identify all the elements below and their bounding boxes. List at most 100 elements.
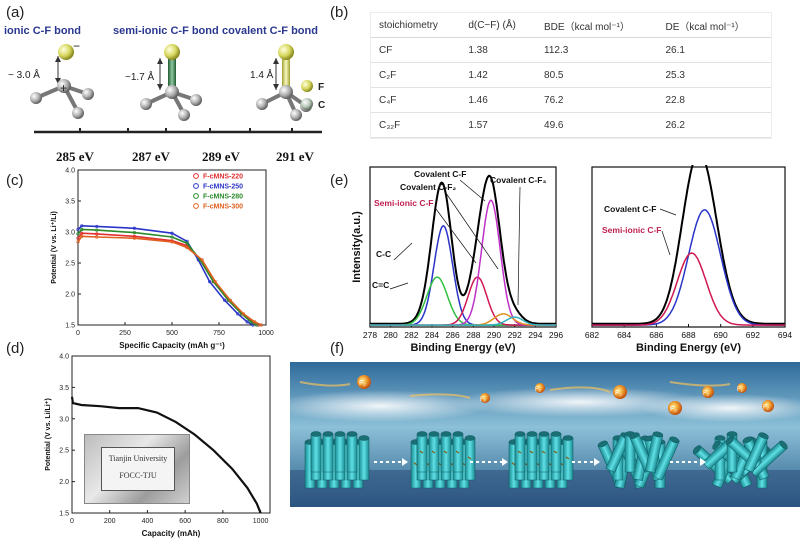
data-point xyxy=(241,312,246,316)
charge-minus: − xyxy=(73,39,80,53)
data-point xyxy=(76,232,80,236)
data-point xyxy=(95,228,99,232)
stoichiometry-table-card: stoichiometry d(C−F) (Å) BDE（kcal mol⁻¹）… xyxy=(370,12,772,139)
x-axis-label: Binding Energy (eV) xyxy=(636,342,741,354)
x-tick-label: 280 xyxy=(384,330,398,340)
cell: 1.57 xyxy=(460,112,537,138)
x-axis-label: Specific Capacity (mAh g⁻¹) xyxy=(119,341,225,350)
distance-covalent: 1.4 Å xyxy=(250,68,274,81)
panel-label-c: (c) xyxy=(6,172,24,189)
spectrum-line xyxy=(370,276,556,326)
fluorination-illustration: F₂ F₂ F₂ F₂ F₂ F₂ F₂ F₂ xyxy=(290,362,800,507)
legend-label: F-cMNS-250 xyxy=(203,184,243,191)
spectrum-line xyxy=(370,174,556,325)
annotation-leader xyxy=(389,282,409,290)
nanotube xyxy=(526,431,538,473)
x-tick-label: 0 xyxy=(70,518,74,525)
table-row: CF 1.38 112.3 26.1 xyxy=(371,37,771,63)
nanotube xyxy=(452,431,464,473)
data-point xyxy=(213,279,217,284)
cell: 80.5 xyxy=(536,62,658,88)
pouch-cell-label: Tianjin University FOCC-TJU xyxy=(101,447,175,491)
legend-label: F-cMNS-300 xyxy=(203,204,243,211)
peak-annotation: Semi-ionic C-F xyxy=(374,198,434,208)
x-tick-label: 200 xyxy=(104,518,116,525)
annotation-leader xyxy=(659,208,677,216)
nanotube xyxy=(310,431,322,473)
panel-label-a: (a) xyxy=(6,4,25,21)
data-point xyxy=(95,224,99,229)
series-line xyxy=(77,235,262,326)
y-tick-label: 2.5 xyxy=(59,448,69,455)
f2-tag: F₂ xyxy=(737,387,744,393)
x-tick-label: 290 xyxy=(487,330,501,340)
y-tick-label: 4.0 xyxy=(65,168,75,175)
x-tick-label: 750 xyxy=(213,330,225,337)
x-axis-label: Capacity (mAh) xyxy=(142,529,201,538)
spectrum-line xyxy=(592,165,785,325)
f2-tag: F₂ xyxy=(535,387,542,393)
nanotube xyxy=(428,431,440,473)
table-row: C₂F 1.42 80.5 25.3 xyxy=(371,62,771,88)
x-tick-label: 286 xyxy=(446,330,460,340)
spectrum-line xyxy=(370,199,556,326)
x-tick-label: 0 xyxy=(76,330,80,337)
x-axis-label: Binding Energy (eV) xyxy=(410,342,515,354)
legend-c-atom xyxy=(301,98,313,110)
f2-tag: F₂ xyxy=(703,391,710,397)
table-row: C₄F 1.46 76.2 22.8 xyxy=(371,87,771,113)
data-point xyxy=(80,234,84,238)
nanotube xyxy=(440,431,452,473)
y-tick-label: 4.0 xyxy=(59,354,69,361)
annotation-leader xyxy=(517,186,521,306)
series-line xyxy=(77,228,257,326)
header-bond-length: d(C−F) (Å) xyxy=(460,13,537,38)
table-row: C₃₂F 1.57 49.6 26.2 xyxy=(371,112,771,138)
data-point xyxy=(132,226,136,230)
chart-c-discharge-curves: 0 250 500 750 1000 1.5 2.0 2.5 3.0 3.5 4.0 Specific… xyxy=(51,168,274,351)
data-point xyxy=(80,227,84,232)
panel-label-f: (f) xyxy=(330,340,345,357)
cell: CF xyxy=(371,37,461,63)
inset-university: Tianjin University xyxy=(108,454,168,463)
data-point xyxy=(170,235,174,239)
fluorine-gas-particles: F₂ F₂ F₂ F₂ F₂ F₂ F₂ F₂ xyxy=(299,375,774,415)
x-tick-label: 682 xyxy=(585,330,599,340)
y-tick-label: 3.0 xyxy=(59,416,69,423)
chart-e-xps: 278 280 282 284 286 288 290 292 294 296 Binding En… xyxy=(351,165,792,354)
stoichiometry-table: stoichiometry d(C−F) (Å) BDE（kcal mol⁻¹）… xyxy=(371,13,771,138)
nanotube xyxy=(743,432,769,473)
header-bde: BDE（kcal mol⁻¹） xyxy=(536,13,658,38)
panel-label-d: (d) xyxy=(6,340,25,357)
annotation-leader xyxy=(393,242,413,261)
x-tick-label: 500 xyxy=(166,330,178,337)
nanotube xyxy=(358,435,370,481)
y-tick-label: 3.5 xyxy=(65,199,75,206)
nanotube xyxy=(748,440,788,478)
cell: 1.42 xyxy=(460,62,537,88)
data-point xyxy=(200,258,204,262)
nanotube xyxy=(464,435,476,481)
legend-label: F-cMNS-220 xyxy=(203,174,243,181)
f2-tag: F₂ xyxy=(480,397,487,403)
x-tick-label: 688 xyxy=(681,330,695,340)
distance-semi-ionic: ~1.7 Å xyxy=(125,70,155,83)
cell: 1.46 xyxy=(460,87,537,113)
bond-schematic: ionic C-F bond semi-ionic C-F bond coval… xyxy=(4,25,325,164)
legend-marker xyxy=(193,173,199,179)
x-tick-label: 800 xyxy=(217,518,229,525)
y-axis-label: Potential (V vs. Li/Li⁺) xyxy=(45,398,52,471)
nanotube xyxy=(322,431,334,473)
data-point xyxy=(255,323,259,327)
y-tick-label: 2.0 xyxy=(65,292,75,299)
y-tick-label: 1.5 xyxy=(65,323,75,330)
data-point xyxy=(170,231,174,235)
legend-marker xyxy=(193,203,199,209)
stage-bundle xyxy=(508,431,574,489)
x-tick-label: 294 xyxy=(528,330,542,340)
peak-annotation: Covalent C-F xyxy=(414,169,466,179)
charge-plus: + xyxy=(60,81,67,95)
x-tick-label: 694 xyxy=(778,330,792,340)
pouch-cell-photo: Tianjin University FOCC-TJU xyxy=(84,434,190,504)
cell: 26.2 xyxy=(657,112,771,138)
